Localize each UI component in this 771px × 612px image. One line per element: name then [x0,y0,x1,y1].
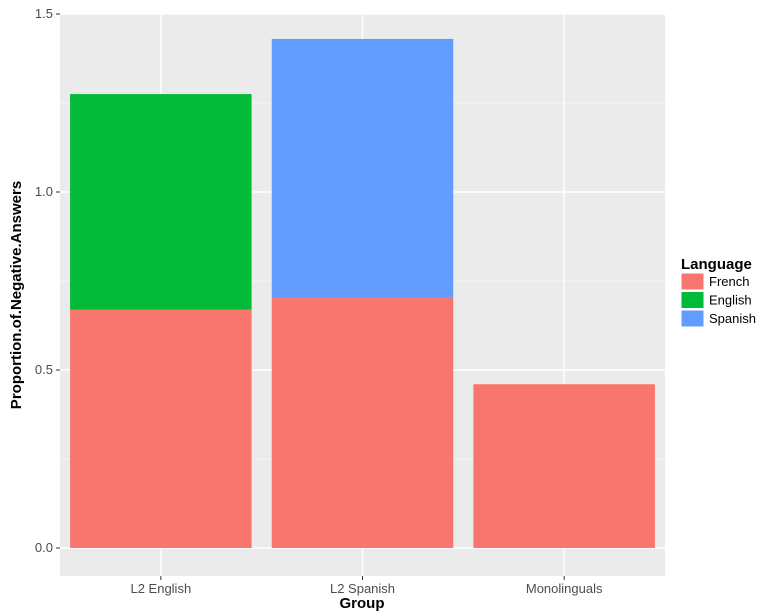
x-axis-title: Group [340,595,385,612]
legend-label-spanish: Spanish [709,311,756,326]
bar-spanish-l2-spanish [271,38,454,298]
y-axis-title: Proportion.of.Negative.Answers [8,181,25,409]
y-tick-label: 0.0 [35,540,53,555]
y-tick-label: 0.5 [35,362,53,377]
bar-english-l2-english [70,94,252,310]
legend-label-english: English [709,293,752,308]
y-tick-label: 1.0 [35,184,53,199]
x-axis-ticks: L2 English L2 Spanish Monolinguals [130,576,603,596]
x-tick-label: L2 English [130,581,191,596]
legend-title: Language [681,256,752,273]
legend-key-english [680,291,705,309]
x-tick-label: L2 Spanish [330,581,395,596]
legend: Language French English Spanish [680,256,756,328]
legend-key-spanish [680,309,705,328]
y-axis-ticks: 0.0 0.5 1.0 1.5 [35,6,60,555]
y-tick-label: 1.5 [35,6,53,21]
bar-french-l2-spanish [271,297,454,548]
x-tick-label: Monolinguals [526,581,603,596]
legend-label-french: French [709,274,749,289]
bars [70,38,655,548]
legend-key-french [680,272,705,291]
bar-french-monolinguals [473,384,655,548]
bar-french-l2-english [70,309,252,548]
